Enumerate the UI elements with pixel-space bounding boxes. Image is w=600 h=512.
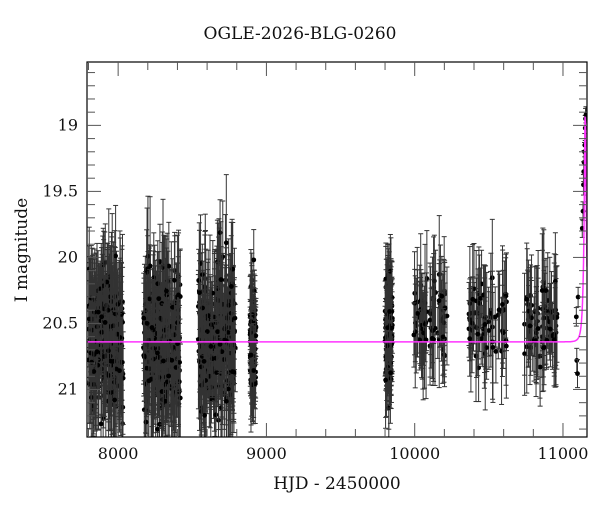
data-point <box>496 270 502 349</box>
plot-frame <box>86 61 588 438</box>
data-point <box>196 229 202 356</box>
data-point <box>575 286 581 308</box>
y-tick-label: 19.5 <box>42 181 78 201</box>
data-point <box>149 279 155 377</box>
data-point <box>163 247 169 335</box>
data-point <box>535 277 541 380</box>
data-point <box>385 286 391 369</box>
data-point <box>141 272 147 364</box>
data-point <box>225 334 231 437</box>
data-point <box>155 329 161 386</box>
data-point <box>417 309 423 371</box>
data-point <box>522 311 528 396</box>
x-tick-label: 8000 <box>97 444 139 463</box>
data-point <box>541 309 547 386</box>
data-point <box>102 259 108 385</box>
data-point <box>226 324 232 421</box>
data-point <box>429 297 435 380</box>
data-point <box>163 350 169 437</box>
data-point <box>500 296 506 369</box>
x-tick-label: 9000 <box>246 444 287 463</box>
data-point <box>442 282 448 334</box>
data-point <box>547 303 553 355</box>
data-point <box>171 241 177 320</box>
data-point <box>575 359 581 389</box>
x-axis-label: HJD - 2450000 <box>273 474 401 494</box>
chart-title: OGLE-2026-BLG-0260 <box>203 24 397 44</box>
data-point <box>482 265 488 384</box>
data-point <box>470 244 476 355</box>
data-point <box>166 337 172 415</box>
data-point <box>551 303 557 377</box>
data-point <box>253 306 259 365</box>
data-point <box>490 291 496 403</box>
data-point <box>427 262 433 378</box>
data-point <box>208 301 214 392</box>
model-curve-line <box>87 116 587 343</box>
data-point <box>169 305 175 416</box>
data-point <box>229 333 235 410</box>
data-point <box>422 294 428 354</box>
data-point <box>141 310 147 402</box>
data-point <box>105 255 111 365</box>
y-tick-label: 19 <box>57 115 78 135</box>
data-point <box>228 221 234 352</box>
data-point <box>217 315 223 374</box>
y-tick-label: 21 <box>57 379 78 399</box>
data-point <box>154 287 160 419</box>
y-tick-label: 20 <box>57 247 78 267</box>
data-point <box>543 266 549 315</box>
data-point <box>99 247 105 387</box>
data-point <box>411 302 417 368</box>
data-points <box>87 106 587 437</box>
data-point <box>215 292 221 371</box>
data-point <box>467 300 473 377</box>
data-point <box>144 281 150 366</box>
data-point <box>95 280 101 344</box>
data-point <box>156 251 162 347</box>
data-point <box>423 280 429 400</box>
data-point <box>176 229 182 361</box>
data-point <box>146 313 152 437</box>
model-curve <box>87 116 587 343</box>
data-point <box>219 285 225 418</box>
data-point <box>91 308 97 435</box>
data-point <box>232 286 238 351</box>
data-point <box>524 242 530 357</box>
data-point <box>527 266 533 386</box>
data-point <box>436 263 442 339</box>
x-tick-label: 11000 <box>537 444 589 463</box>
x-tick-label: 10000 <box>389 444 441 463</box>
y-tick-label: 20.5 <box>42 313 78 333</box>
data-point <box>387 281 393 342</box>
data-point <box>251 322 257 419</box>
data-point <box>574 347 580 373</box>
data-point <box>475 291 481 377</box>
axis-ticks <box>87 62 587 437</box>
data-point <box>248 314 254 397</box>
data-point <box>484 315 490 380</box>
data-point <box>202 354 208 437</box>
data-point <box>112 348 118 437</box>
data-point <box>500 245 506 364</box>
data-point <box>533 308 539 373</box>
data-point <box>160 303 166 419</box>
data-point <box>477 267 483 330</box>
data-point <box>440 308 446 366</box>
data-point <box>388 298 394 358</box>
data-point <box>119 311 125 414</box>
data-point <box>493 319 499 384</box>
data-point <box>218 221 224 339</box>
